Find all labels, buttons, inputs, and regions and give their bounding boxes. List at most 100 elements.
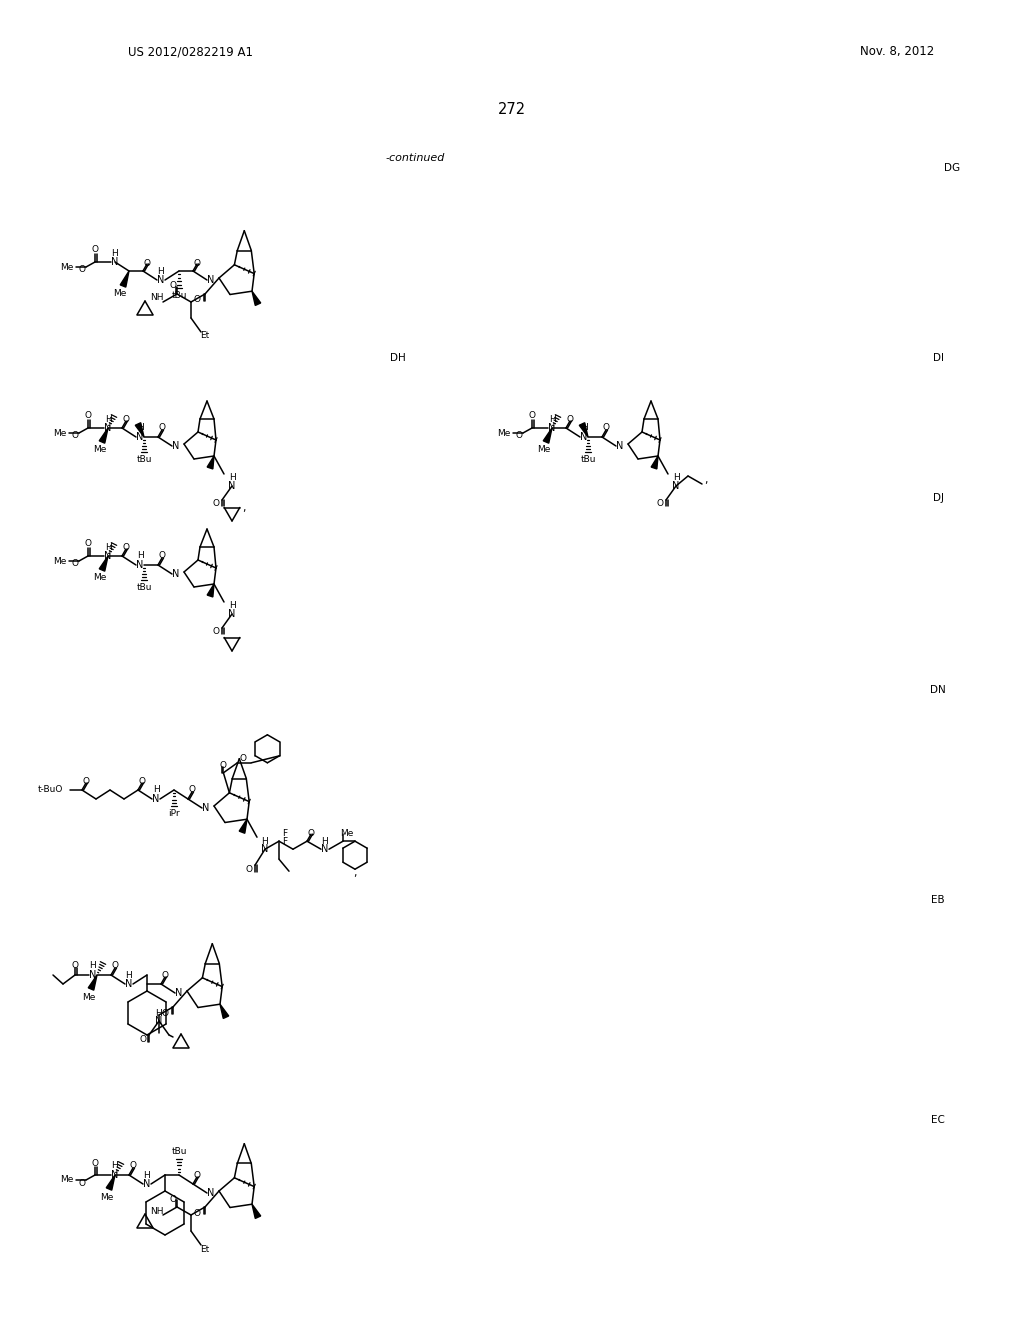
Text: N: N	[172, 441, 179, 451]
Text: H: H	[228, 602, 236, 610]
Text: N: N	[112, 257, 119, 267]
Polygon shape	[252, 292, 261, 305]
Text: N: N	[207, 275, 215, 285]
Text: N: N	[125, 979, 133, 989]
Text: N: N	[104, 550, 112, 561]
Polygon shape	[106, 1175, 115, 1191]
Polygon shape	[88, 975, 97, 990]
Text: tBu: tBu	[581, 455, 596, 465]
Text: Me: Me	[60, 263, 74, 272]
Text: EC: EC	[931, 1115, 945, 1125]
Text: O: O	[162, 1008, 169, 1018]
Text: O: O	[91, 1159, 98, 1167]
Text: iPr: iPr	[168, 809, 180, 818]
Polygon shape	[207, 583, 214, 597]
Text: N: N	[322, 845, 329, 854]
Text: EB: EB	[931, 895, 945, 906]
Text: O: O	[139, 1035, 146, 1044]
Text: Me: Me	[60, 1176, 74, 1184]
Text: O: O	[240, 754, 247, 763]
Text: N: N	[112, 1170, 119, 1180]
Text: H: H	[261, 837, 268, 846]
Text: O: O	[528, 412, 536, 421]
Text: H: H	[673, 474, 679, 483]
Text: O: O	[79, 1179, 85, 1188]
Text: O: O	[123, 414, 129, 424]
Text: tBu: tBu	[136, 455, 152, 465]
Text: O: O	[72, 432, 79, 441]
Text: ,: ,	[705, 475, 708, 484]
Text: O: O	[83, 776, 89, 785]
Text: Et: Et	[201, 331, 210, 341]
Text: tBu: tBu	[171, 1147, 186, 1155]
Text: O: O	[246, 865, 253, 874]
Text: O: O	[143, 259, 151, 268]
Text: Me: Me	[93, 446, 106, 454]
Text: H: H	[104, 414, 112, 424]
Text: Me: Me	[82, 993, 95, 1002]
Text: N: N	[616, 441, 624, 451]
Text: N: N	[156, 1016, 163, 1026]
Text: H: H	[581, 424, 588, 433]
Text: Me: Me	[340, 829, 353, 838]
Text: O: O	[307, 829, 314, 838]
Text: O: O	[85, 540, 91, 549]
Text: N: N	[143, 1179, 151, 1189]
Text: N: N	[89, 970, 96, 979]
Text: O: O	[213, 499, 219, 508]
Text: Me: Me	[114, 289, 127, 298]
Text: Me: Me	[53, 557, 67, 565]
Text: Me: Me	[93, 573, 106, 582]
Text: Me: Me	[53, 429, 67, 437]
Text: t-BuO: t-BuO	[38, 785, 63, 795]
Text: N: N	[673, 480, 680, 491]
Polygon shape	[580, 422, 588, 437]
Text: O: O	[159, 424, 166, 433]
Polygon shape	[240, 820, 247, 833]
Polygon shape	[220, 1005, 228, 1019]
Text: N: N	[153, 795, 160, 804]
Text: Me: Me	[100, 1192, 114, 1201]
Text: tBu: tBu	[171, 292, 186, 301]
Text: H: H	[126, 970, 132, 979]
Polygon shape	[99, 556, 108, 572]
Polygon shape	[544, 428, 552, 444]
Polygon shape	[135, 422, 144, 437]
Text: NH: NH	[151, 293, 164, 302]
Text: N: N	[261, 845, 268, 854]
Text: DI: DI	[933, 352, 943, 363]
Text: N: N	[136, 432, 143, 442]
Text: O: O	[112, 961, 119, 970]
Text: N: N	[548, 422, 556, 433]
Polygon shape	[99, 428, 108, 444]
Text: H: H	[136, 552, 143, 561]
Text: O: O	[170, 281, 176, 290]
Text: H: H	[322, 837, 329, 846]
Text: O: O	[72, 961, 79, 970]
Text: O: O	[220, 762, 227, 771]
Text: 272: 272	[498, 103, 526, 117]
Text: O: O	[72, 560, 79, 569]
Text: O: O	[123, 543, 129, 552]
Text: O: O	[170, 1195, 176, 1204]
Text: H: H	[136, 424, 143, 433]
Text: O: O	[85, 412, 91, 421]
Text: DG: DG	[944, 162, 961, 173]
Text: H: H	[156, 1008, 163, 1018]
Text: H: H	[112, 248, 119, 257]
Text: N: N	[228, 480, 236, 491]
Text: O: O	[159, 552, 166, 561]
Text: O: O	[566, 414, 573, 424]
Text: O: O	[162, 970, 169, 979]
Text: Me: Me	[538, 446, 551, 454]
Text: O: O	[194, 259, 201, 268]
Polygon shape	[252, 1204, 261, 1218]
Text: Me: Me	[498, 429, 511, 437]
Text: O: O	[194, 1171, 201, 1180]
Text: US 2012/0282219 A1: US 2012/0282219 A1	[128, 45, 253, 58]
Text: ,: ,	[243, 503, 246, 513]
Text: DH: DH	[390, 352, 406, 363]
Text: H: H	[153, 785, 160, 795]
Text: O: O	[515, 432, 522, 441]
Polygon shape	[651, 455, 658, 469]
